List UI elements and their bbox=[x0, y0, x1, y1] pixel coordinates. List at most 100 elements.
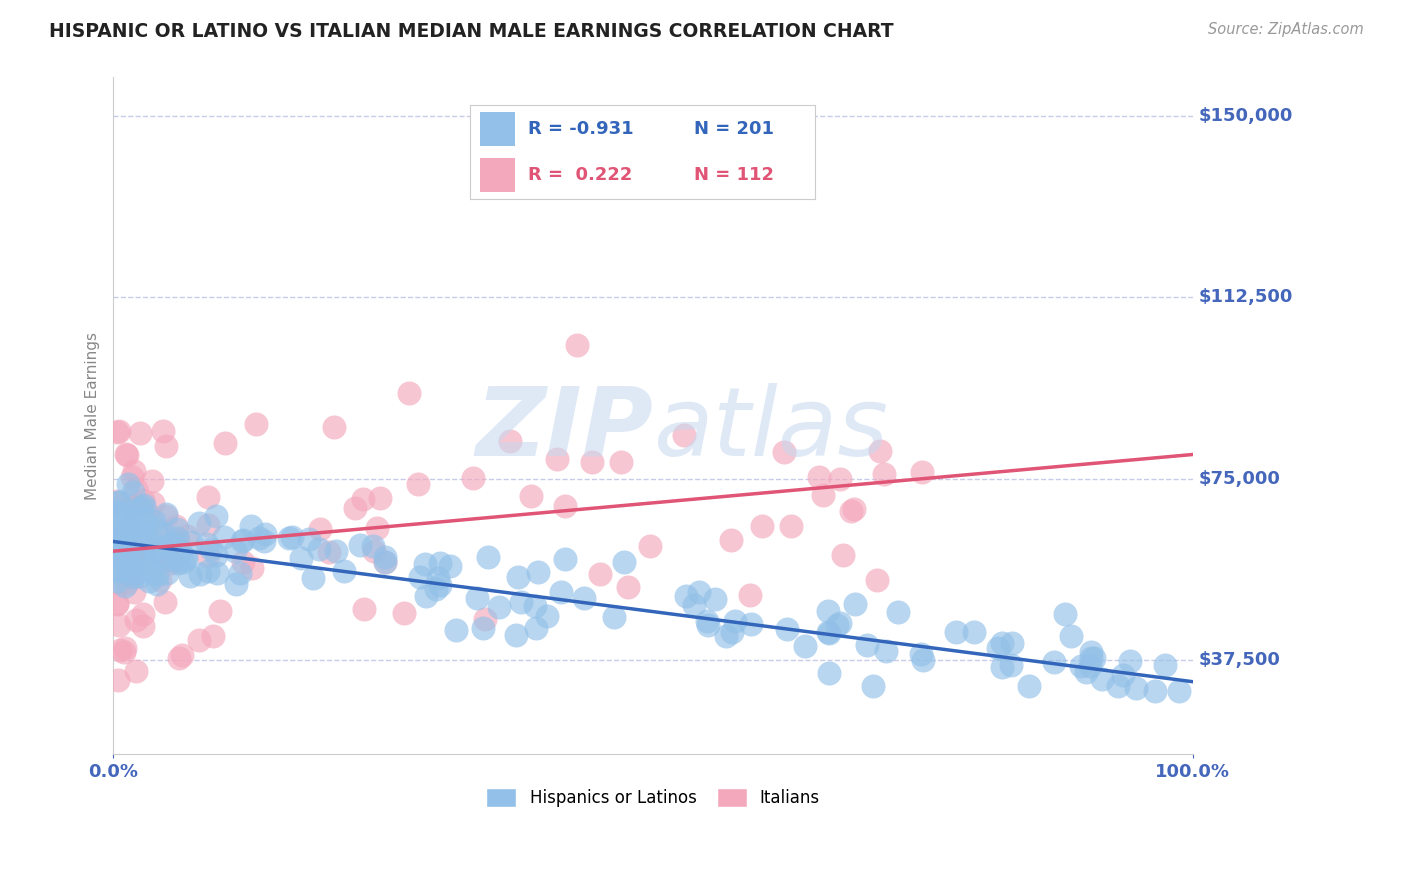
Point bbox=[1018, 680, 1040, 694]
Point bbox=[117, 533, 139, 547]
Point bbox=[111, 554, 134, 568]
Point bbox=[160, 552, 183, 566]
Point bbox=[1091, 672, 1114, 686]
Point bbox=[105, 545, 128, 559]
Point bbox=[122, 585, 145, 599]
Point bbox=[1060, 629, 1083, 643]
Point bbox=[117, 519, 139, 533]
Point bbox=[200, 541, 222, 556]
Point bbox=[751, 519, 773, 533]
Point bbox=[155, 440, 177, 454]
Point bbox=[136, 559, 159, 574]
Point bbox=[811, 488, 834, 502]
Point bbox=[170, 648, 193, 662]
Point bbox=[524, 599, 547, 614]
Point bbox=[107, 546, 129, 560]
Point bbox=[865, 573, 887, 587]
Point bbox=[188, 566, 211, 581]
Point bbox=[180, 535, 202, 549]
Point bbox=[740, 617, 762, 632]
Point bbox=[550, 584, 572, 599]
Point bbox=[115, 513, 138, 527]
Point bbox=[132, 510, 155, 524]
Point bbox=[527, 565, 550, 579]
Point bbox=[212, 530, 235, 544]
Point bbox=[1107, 680, 1129, 694]
Point bbox=[188, 516, 211, 530]
Point bbox=[135, 556, 157, 570]
Point bbox=[115, 557, 138, 571]
Point bbox=[107, 673, 129, 687]
Point bbox=[121, 470, 143, 484]
Point bbox=[124, 613, 146, 627]
Point bbox=[149, 545, 172, 559]
Point bbox=[308, 541, 330, 556]
Point bbox=[114, 529, 136, 543]
Point bbox=[104, 530, 127, 544]
Point bbox=[108, 524, 131, 538]
Point bbox=[112, 557, 135, 571]
Point bbox=[374, 555, 396, 569]
Point bbox=[117, 524, 139, 538]
Point bbox=[197, 490, 219, 504]
Point bbox=[474, 611, 496, 625]
Point bbox=[122, 535, 145, 549]
Point bbox=[105, 546, 128, 560]
Point bbox=[138, 574, 160, 589]
Point bbox=[104, 550, 127, 565]
Point bbox=[167, 556, 190, 570]
Point bbox=[120, 499, 142, 513]
Point bbox=[105, 496, 128, 510]
Point bbox=[104, 538, 127, 552]
Point bbox=[720, 624, 742, 639]
Point bbox=[108, 522, 131, 536]
Point bbox=[134, 531, 156, 545]
Point bbox=[155, 508, 177, 522]
Point bbox=[1000, 657, 1022, 672]
Point bbox=[720, 533, 742, 547]
Point bbox=[112, 534, 135, 549]
Point bbox=[344, 501, 367, 516]
Point bbox=[112, 516, 135, 530]
Point bbox=[160, 556, 183, 570]
Point bbox=[111, 506, 134, 520]
Point bbox=[910, 647, 932, 661]
Point bbox=[179, 569, 201, 583]
Point bbox=[827, 618, 849, 632]
Point bbox=[429, 556, 451, 570]
Point bbox=[366, 521, 388, 535]
Point bbox=[1080, 645, 1102, 659]
Point bbox=[132, 492, 155, 507]
Point bbox=[224, 543, 246, 558]
Point bbox=[167, 533, 190, 548]
Point bbox=[245, 417, 267, 431]
Point bbox=[873, 467, 896, 481]
Point bbox=[155, 508, 177, 523]
Text: $75,000: $75,000 bbox=[1198, 470, 1279, 488]
Point bbox=[499, 434, 522, 449]
Point bbox=[104, 506, 127, 520]
Point bbox=[114, 641, 136, 656]
Point bbox=[201, 629, 224, 643]
Point bbox=[229, 566, 252, 581]
Point bbox=[127, 518, 149, 533]
Point bbox=[205, 566, 228, 580]
Point bbox=[613, 555, 636, 569]
Point bbox=[136, 506, 159, 520]
Point bbox=[323, 420, 346, 434]
Point bbox=[112, 645, 135, 659]
Point bbox=[1119, 654, 1142, 668]
Point bbox=[581, 454, 603, 468]
Point bbox=[392, 606, 415, 620]
Y-axis label: Median Male Earnings: Median Male Earnings bbox=[86, 332, 100, 500]
Point bbox=[114, 579, 136, 593]
Point bbox=[589, 566, 612, 581]
Point bbox=[208, 604, 231, 618]
Point bbox=[108, 542, 131, 557]
Point bbox=[159, 538, 181, 552]
Point bbox=[152, 424, 174, 438]
Point bbox=[163, 544, 186, 558]
Point bbox=[108, 576, 131, 591]
Point bbox=[361, 539, 384, 553]
Point bbox=[794, 639, 817, 653]
